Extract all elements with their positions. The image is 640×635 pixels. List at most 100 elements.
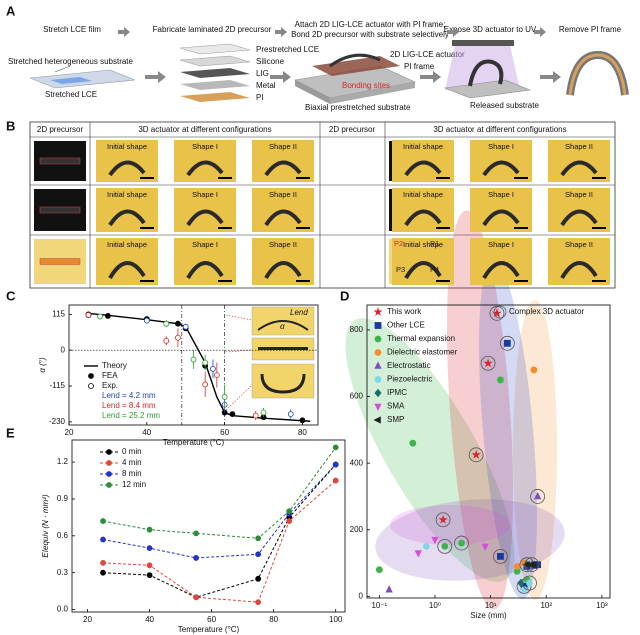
panel-b: 2D precursor 3D actuator at different co… xyxy=(29,121,616,289)
marker xyxy=(422,542,430,550)
shape-label: Shape I xyxy=(488,142,514,151)
y-tick-label: 800 xyxy=(350,325,364,334)
complex-ring xyxy=(499,335,515,351)
marker xyxy=(483,358,493,368)
table-header: 3D actuator at different configurations xyxy=(433,125,566,134)
scale-bar xyxy=(218,177,232,179)
insets xyxy=(225,306,315,411)
x-tick-label: 40 xyxy=(142,428,151,437)
marker xyxy=(255,599,262,606)
complex-ring xyxy=(489,305,505,321)
region-ellipses xyxy=(345,210,565,610)
marker xyxy=(287,411,294,417)
precursor-shape xyxy=(39,206,81,214)
legend-label: Piezoelectric xyxy=(387,375,432,384)
point-label: P4 xyxy=(430,265,439,274)
y-tick-label: 0.9 xyxy=(57,494,69,503)
marker xyxy=(229,411,236,417)
step-title: Stretch LCE film xyxy=(43,25,101,34)
marker xyxy=(481,543,489,551)
legend-label: 12 min xyxy=(122,480,146,489)
actuator-photo xyxy=(186,160,224,177)
label: Metal xyxy=(256,81,276,90)
actuator-photo xyxy=(186,261,224,280)
final-actuator xyxy=(566,50,629,96)
marker xyxy=(85,312,92,318)
scale-bar xyxy=(592,280,606,282)
y-tick-label: 0 xyxy=(359,591,364,600)
label: Prestretched LCE xyxy=(256,45,319,54)
scale-bar xyxy=(436,280,450,282)
marker xyxy=(441,542,449,550)
scale-bar xyxy=(514,280,528,282)
scale-bar xyxy=(140,177,154,179)
actuator-photo xyxy=(560,209,598,227)
scale-bar xyxy=(296,177,310,179)
scale-bar xyxy=(436,177,450,179)
inset-label: α xyxy=(280,322,285,331)
x-tick-label: 10⁰ xyxy=(429,601,441,610)
marker xyxy=(260,409,267,416)
marker xyxy=(106,449,112,455)
shape-label: Shape II xyxy=(269,142,297,151)
shape-label: Shape II xyxy=(269,240,297,249)
actuator-photo xyxy=(108,209,146,227)
marker xyxy=(374,361,382,369)
shape-label: Shape II xyxy=(565,190,593,199)
table-header: 2D precursor xyxy=(37,125,84,134)
legend-label: 4 min xyxy=(122,458,142,467)
shape-label: Shape I xyxy=(192,190,218,199)
marker xyxy=(193,530,199,537)
marker xyxy=(193,555,199,561)
shape-label: Shape II xyxy=(565,240,593,249)
marker xyxy=(375,566,383,574)
panel-label: B xyxy=(6,118,15,133)
legend-label: Lend = 4.2 mm xyxy=(102,391,156,400)
x-tick-label: 60 xyxy=(220,428,229,437)
y-tick-label: 1.2 xyxy=(57,457,69,466)
complex-ring xyxy=(530,489,546,504)
actuator-photo xyxy=(482,209,520,227)
marker xyxy=(100,536,106,543)
layer xyxy=(180,68,250,78)
complex-ring xyxy=(454,535,469,551)
released-substrate xyxy=(443,79,532,99)
marker xyxy=(374,335,382,343)
actuator-photo xyxy=(560,160,598,177)
actuator-3d xyxy=(468,59,504,87)
marker xyxy=(146,562,153,569)
actuator-photo xyxy=(482,261,520,280)
x-tick-label: 10⁻¹ xyxy=(371,601,387,610)
label: Silicone xyxy=(256,57,285,66)
shape-label: Initial shape xyxy=(107,142,147,151)
marker xyxy=(163,337,170,344)
plot-frame xyxy=(71,439,346,613)
scale-bar xyxy=(296,280,310,282)
marker xyxy=(374,322,382,329)
scale-bar xyxy=(436,227,450,229)
marker xyxy=(529,561,537,569)
complex-ring xyxy=(480,355,496,371)
actuator-photo xyxy=(108,160,146,177)
marker xyxy=(533,491,542,500)
uv-lamp xyxy=(452,40,514,46)
final-actuator-pi xyxy=(568,53,627,96)
legend-label: Exp. xyxy=(102,381,118,390)
scale-bar xyxy=(514,227,528,229)
x-tick-label: 10³ xyxy=(596,601,608,610)
x-axis-label: Temperature (°C) xyxy=(178,625,240,634)
marker xyxy=(530,366,538,374)
marker xyxy=(332,461,339,468)
step-arrows xyxy=(118,27,561,83)
series-line xyxy=(102,480,337,603)
legend-label: Other LCE xyxy=(387,321,425,330)
scale-bar xyxy=(140,280,154,282)
y-tick-label: 400 xyxy=(350,458,364,467)
table-header: 3D actuator at different configurations xyxy=(138,125,271,134)
panel-a: Stretch LCE film Fabricate laminated 2D … xyxy=(8,20,629,112)
complex-ring xyxy=(435,512,451,528)
marker xyxy=(175,334,181,341)
y-tick-label: 115 xyxy=(52,309,65,318)
marker xyxy=(163,320,170,327)
